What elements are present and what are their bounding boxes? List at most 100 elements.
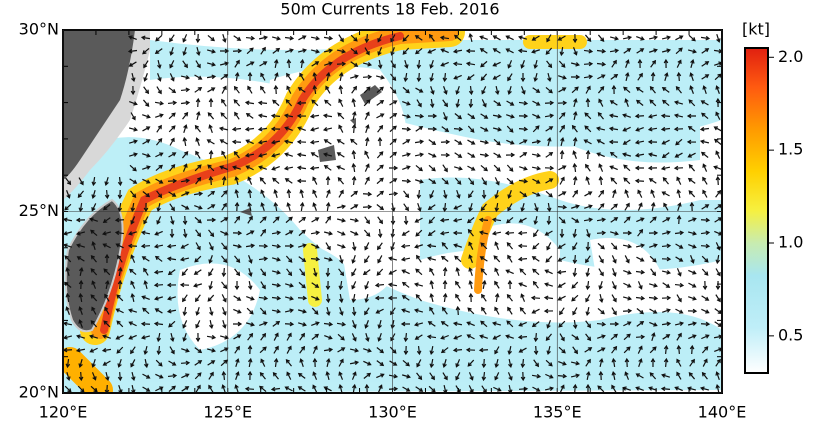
current-arrow (325, 371, 330, 381)
current-arrow (506, 139, 515, 145)
current-arrow (586, 229, 591, 238)
current-arrow (675, 85, 682, 94)
current-arrow (531, 35, 540, 41)
current-arrow (115, 334, 124, 340)
current-arrow (660, 386, 671, 392)
current-arrow (286, 345, 292, 354)
current-arrow (142, 153, 151, 158)
current-arrow (128, 127, 138, 132)
current-arrow (597, 86, 605, 94)
current-arrow (546, 202, 552, 213)
current-arrow (66, 190, 71, 199)
current-arrow (220, 217, 229, 223)
current-arrow (338, 84, 344, 95)
current-arrow (507, 85, 512, 95)
current-arrow (622, 139, 631, 145)
current-arrow (532, 268, 540, 276)
current-arrow (661, 230, 671, 235)
current-arrow (491, 231, 502, 236)
current-arrow (650, 268, 657, 277)
current-arrow (324, 99, 332, 107)
current-arrow (377, 59, 383, 70)
current-arrow (545, 178, 554, 184)
current-arrow (248, 267, 253, 277)
current-arrow (312, 202, 317, 211)
current-arrow (102, 243, 111, 249)
current-arrow (102, 231, 112, 236)
current-arrow (609, 48, 620, 54)
current-arrow (362, 204, 373, 210)
current-arrow (467, 165, 476, 171)
current-arrow (597, 347, 606, 353)
current-arrow (337, 112, 345, 120)
current-arrow (506, 242, 514, 250)
current-arrow (572, 242, 578, 251)
current-arrow (259, 371, 266, 380)
current-arrow (156, 190, 163, 199)
current-arrow (492, 74, 501, 80)
current-arrow (689, 72, 694, 81)
current-arrow (244, 386, 255, 392)
current-arrow (271, 166, 280, 171)
current-arrow (596, 139, 605, 145)
current-arrow (337, 244, 346, 249)
current-arrow (116, 294, 124, 302)
current-arrow (364, 111, 370, 120)
current-arrow (637, 189, 643, 198)
current-arrow (401, 114, 411, 119)
current-arrow (416, 99, 422, 108)
current-arrow (154, 308, 163, 314)
current-arrow (649, 48, 658, 53)
current-arrow (142, 114, 151, 119)
current-arrow (298, 216, 307, 223)
current-arrow (415, 87, 424, 93)
current-arrow (350, 61, 359, 67)
current-arrow (312, 84, 318, 95)
current-arrow (195, 176, 202, 185)
current-arrow (609, 321, 620, 327)
current-arrow (284, 152, 293, 157)
current-arrow (673, 113, 684, 118)
current-arrow (402, 34, 410, 42)
current-arrow (401, 269, 410, 275)
current-arrow (688, 34, 696, 42)
current-arrow (520, 293, 526, 302)
current-arrow (520, 60, 525, 69)
current-arrow (545, 152, 554, 158)
current-arrow (247, 370, 253, 381)
current-arrow (388, 191, 399, 197)
current-arrow (401, 295, 410, 301)
current-arrow (701, 112, 709, 120)
current-arrow (376, 151, 384, 159)
current-arrow (560, 136, 565, 147)
current-arrow (273, 58, 279, 69)
current-arrow (270, 126, 281, 132)
current-arrow (585, 163, 591, 172)
current-arrow (234, 255, 241, 264)
current-arrow (323, 386, 332, 392)
current-arrow (585, 267, 591, 278)
current-arrow (351, 255, 356, 264)
current-arrow (518, 113, 529, 119)
current-arrow (364, 150, 370, 159)
current-arrow (442, 164, 448, 173)
current-arrow (673, 126, 684, 132)
current-arrow (63, 243, 72, 248)
current-arrow (104, 189, 110, 200)
current-arrow (636, 320, 645, 327)
current-arrow (544, 165, 555, 171)
current-arrow (623, 346, 631, 354)
current-arrow (143, 202, 149, 213)
current-arrow (688, 296, 697, 301)
current-arrow (688, 243, 697, 249)
current-arrow (532, 386, 541, 392)
current-arrow (414, 282, 424, 287)
current-arrow (338, 124, 344, 133)
current-arrow (611, 357, 617, 368)
current-arrow (495, 85, 500, 96)
current-arrow (131, 72, 136, 83)
current-arrow (104, 253, 110, 264)
current-arrow (272, 371, 279, 380)
current-arrow (102, 360, 111, 366)
current-arrow (530, 295, 541, 301)
